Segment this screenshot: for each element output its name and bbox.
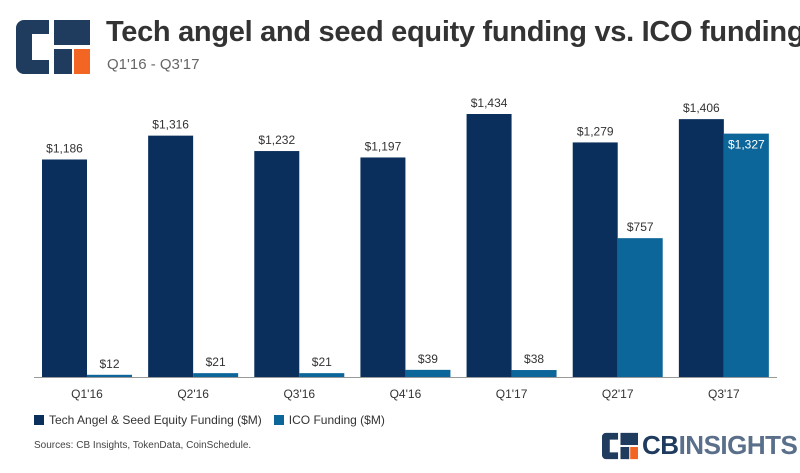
data-label-series-1-0: $1,186 — [46, 141, 83, 155]
chart-title: Tech angel and seed equity funding vs. I… — [106, 16, 800, 48]
bar-series-2-0 — [87, 374, 132, 377]
x-tick-label-3: Q4'16 — [390, 387, 422, 401]
bar-series-1-5 — [572, 142, 618, 377]
bar-series-1-0 — [42, 159, 87, 377]
bar-series-2-5 — [617, 238, 663, 377]
source-note: Sources: CB Insights, TokenData, CoinSch… — [34, 440, 252, 451]
brand-part1: CB — [642, 430, 679, 460]
data-label-series-1-1: $1,316 — [152, 118, 189, 132]
x-tick-label-5: Q2'17 — [602, 387, 634, 401]
data-label-series-1-3: $1,197 — [365, 139, 402, 153]
bar-series-1-3 — [360, 157, 406, 377]
data-label-series-1-5: $1,279 — [577, 124, 614, 138]
data-label-series-1-4: $1,434 — [471, 96, 508, 110]
data-label-series-1-2: $1,232 — [258, 133, 295, 147]
bar-series-2-4 — [511, 370, 557, 377]
bar-series-1-6 — [678, 119, 724, 377]
legend-label-series-1: Tech Angel & Seed Equity Funding ($M) — [49, 413, 262, 427]
x-tick-label-6: Q3'17 — [708, 387, 740, 401]
chart-subtitle: Q1'16 - Q3'17 — [107, 56, 200, 73]
legend-item-series-1: Tech Angel & Seed Equity Funding ($M) — [34, 413, 262, 427]
legend-swatch-series-1 — [34, 415, 44, 425]
data-label-series-2-1: $21 — [206, 355, 226, 369]
data-label-series-2-5: $757 — [627, 220, 654, 234]
data-label-series-2-4: $38 — [524, 352, 544, 366]
x-tick-label-2: Q3'16 — [283, 387, 315, 401]
bar-series-1-1 — [148, 135, 194, 377]
chart-legend: Tech Angel & Seed Equity Funding ($M) IC… — [34, 413, 397, 427]
data-label-series-1-6: $1,406 — [683, 101, 720, 115]
bar-series-1-2 — [254, 151, 300, 377]
brand-wordmark: CBINSIGHTS — [642, 430, 798, 461]
bar-series-2-1 — [193, 373, 239, 377]
bar-series-2-2 — [299, 373, 345, 377]
data-label-series-2-6: $1,327 — [728, 138, 765, 152]
data-label-series-2-0: $12 — [99, 357, 119, 371]
x-tick-label-1: Q2'16 — [177, 387, 209, 401]
legend-label-series-2: ICO Funding ($M) — [288, 413, 385, 427]
legend-item-series-2: ICO Funding ($M) — [273, 413, 385, 427]
legend-swatch-series-2 — [273, 415, 284, 425]
x-tick-label-4: Q1'17 — [496, 387, 528, 401]
x-tick-label-0: Q1'16 — [71, 387, 103, 401]
cb-insights-small-logo-icon — [602, 432, 638, 459]
bar-series-1-4 — [466, 114, 512, 377]
data-label-series-2-2: $21 — [312, 355, 332, 369]
bar-series-2-3 — [405, 369, 451, 377]
brand-logo: CBINSIGHTS — [602, 430, 798, 461]
brand-part2: INSIGHTS — [678, 430, 798, 460]
bar-series-2-6 — [723, 133, 769, 377]
data-label-series-2-3: $39 — [418, 352, 438, 366]
cb-insights-logo-icon — [16, 20, 90, 74]
